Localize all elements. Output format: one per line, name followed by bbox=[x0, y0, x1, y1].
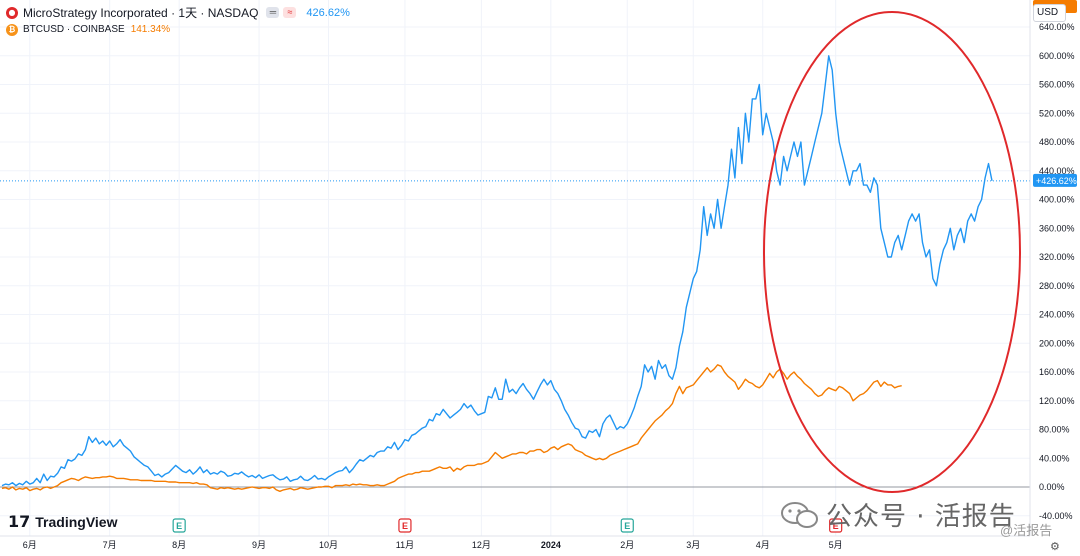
red-annotation-circle bbox=[763, 11, 1021, 493]
earnings-marker-label[interactable]: E bbox=[624, 521, 630, 531]
earnings-marker-box[interactable] bbox=[398, 518, 412, 533]
series-lines bbox=[1, 55, 993, 492]
y-tick-label: 480.00% bbox=[1039, 137, 1075, 147]
microstrategy-icon: ● bbox=[6, 6, 18, 19]
y-tick-label: 200.00% bbox=[1039, 338, 1075, 348]
x-tick-label: 3月 bbox=[686, 540, 700, 550]
legend-main-row[interactable]: ● MicroStrategy Incorporated · 1天 · NASD… bbox=[6, 4, 350, 21]
y-tick-label: 160.00% bbox=[1039, 367, 1075, 377]
earnings-marker-box[interactable] bbox=[172, 518, 186, 533]
y-tick-label: 520.00% bbox=[1039, 108, 1075, 118]
compare-value: 141.34% bbox=[130, 24, 171, 35]
minus-icon[interactable]: ═ bbox=[266, 7, 280, 18]
legend: ● MicroStrategy Incorporated · 1天 · NASD… bbox=[6, 4, 350, 38]
mstr-last-value-badge: +426.62% bbox=[1036, 176, 1077, 186]
y-tick-label: 600.00% bbox=[1039, 51, 1075, 61]
compare-symbol-label[interactable]: BTCUSD · COINBASE bbox=[23, 24, 125, 35]
y-tick-label: 640.00% bbox=[1039, 22, 1075, 32]
btc-last-value-badge: +141.34% bbox=[1036, 0, 1077, 2]
x-tick-label: 8月 bbox=[172, 540, 186, 550]
x-tick-label: 6月 bbox=[23, 540, 37, 550]
earnings-marker-box[interactable] bbox=[620, 518, 634, 533]
y-tick-label: 40.00% bbox=[1039, 453, 1070, 463]
tradingview-logo[interactable]: 17 TradingView bbox=[8, 512, 117, 531]
y-tick-label: 240.00% bbox=[1039, 310, 1075, 320]
currency-selector[interactable]: USD bbox=[1033, 4, 1066, 22]
earnings-marker-label[interactable]: E bbox=[176, 521, 182, 531]
y-tick-label: 120.00% bbox=[1039, 396, 1075, 406]
mstr-series-line bbox=[1, 55, 993, 487]
tradingview-text: TradingView bbox=[35, 513, 118, 530]
y-tick-label: 320.00% bbox=[1039, 252, 1075, 262]
x-tick-label: 4月 bbox=[756, 540, 770, 550]
gear-icon[interactable]: ⚙ bbox=[1050, 541, 1060, 553]
x-tick-label: 2024 bbox=[541, 540, 561, 550]
y-tick-label: -40.00% bbox=[1039, 511, 1073, 521]
x-tick-label: 11月 bbox=[396, 540, 414, 550]
earnings-marker-label[interactable]: E bbox=[833, 521, 839, 531]
y-tick-label: 560.00% bbox=[1039, 80, 1075, 90]
y-tick-label: 0.00% bbox=[1039, 482, 1065, 492]
x-tick-label: 2月 bbox=[620, 540, 634, 550]
y-tick-label: 400.00% bbox=[1039, 195, 1075, 205]
y-tick-label: 80.00% bbox=[1039, 425, 1070, 435]
earnings-marker-label[interactable]: E bbox=[402, 521, 408, 531]
x-tick-label: 9月 bbox=[252, 540, 266, 550]
main-value: 426.62% bbox=[306, 6, 350, 19]
legend-compare-row[interactable]: ₿ BTCUSD · COINBASE 141.34% bbox=[6, 21, 350, 38]
wechat-icon bbox=[781, 501, 818, 528]
earnings-marker-box[interactable] bbox=[829, 518, 843, 533]
zero-line bbox=[0, 180, 1030, 488]
y-axis[interactable]: 640.00% 600.00% 560.00% 520.00% 480.00% 440.0… bbox=[1029, 0, 1077, 536]
main-symbol-label[interactable]: MicroStrategy Incorporated · 1天 · NASDAQ bbox=[23, 6, 259, 20]
x-tick-label: 7月 bbox=[103, 540, 117, 550]
watermark-subtext: @活报告 bbox=[1000, 523, 1053, 538]
approx-icon[interactable]: ≈ bbox=[283, 7, 297, 18]
x-tick-label: 10月 bbox=[319, 540, 338, 550]
grid bbox=[0, 0, 1030, 536]
bitcoin-icon: ₿ bbox=[6, 23, 18, 36]
x-tick-label: 12月 bbox=[472, 540, 491, 550]
y-tick-label: 360.00% bbox=[1039, 223, 1075, 233]
watermark: 公众号 · 活报告 bbox=[780, 496, 1016, 533]
x-axis[interactable]: 6月 7月 8月 9月 10月 11月 12月 2024 2月 3月 4月 5月 bbox=[0, 535, 1030, 550]
mstr-last-value-badge-bg bbox=[1033, 173, 1077, 187]
x-tick-label: 5月 bbox=[829, 540, 843, 550]
y-tick-label: 440.00% bbox=[1039, 166, 1075, 176]
tradingview-mark-icon: 17 bbox=[8, 512, 31, 531]
btc-series-line bbox=[1, 364, 902, 492]
annotation-ellipse bbox=[763, 11, 1021, 493]
watermark-text: 公众号 · 活报告 bbox=[826, 502, 1016, 532]
y-tick-label: 280.00% bbox=[1039, 281, 1075, 291]
